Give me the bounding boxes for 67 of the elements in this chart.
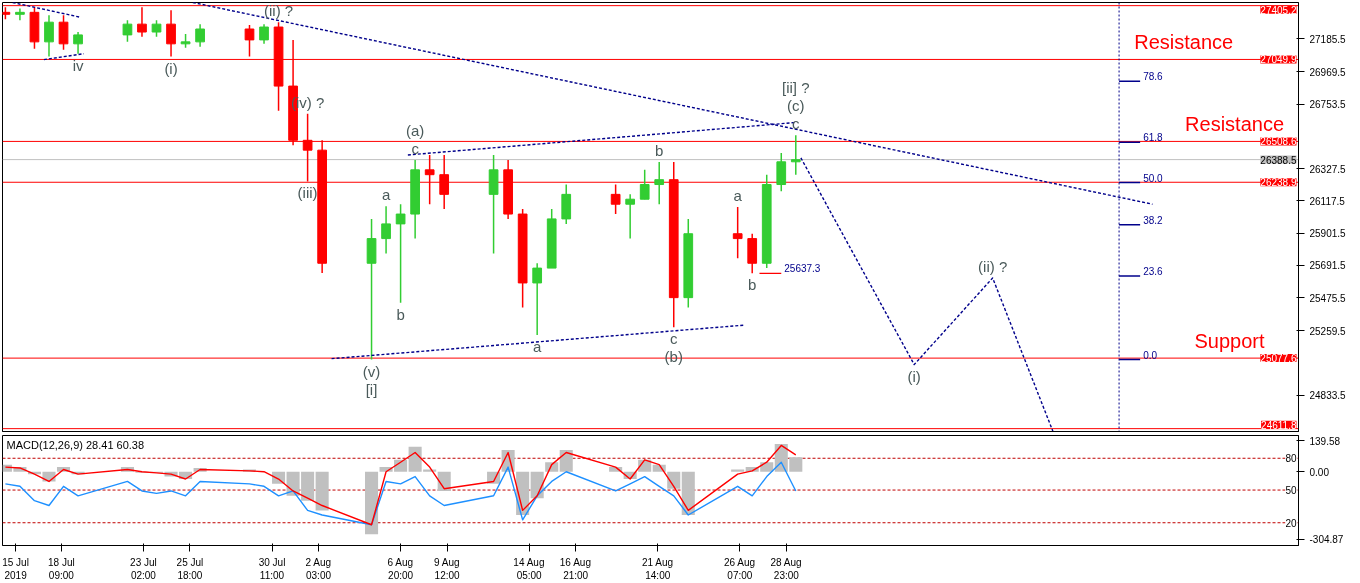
annotation: Support [1194, 330, 1265, 353]
annotation: [i] [365, 380, 378, 398]
x-tick-label: 16 Aug 21:00 [559, 556, 591, 581]
annotation: c [792, 115, 801, 133]
annotation: 20 [1285, 517, 1297, 529]
annotation: (c) [787, 97, 805, 115]
annotation: (i) [907, 367, 921, 385]
x-tick-label: 23 Jul 02:00 [130, 556, 157, 581]
annotation: 61.8 [1143, 132, 1164, 144]
annotation: (a) [405, 121, 425, 139]
ref-line-label: 26388.5 [1260, 154, 1297, 166]
annotation: 80 [1285, 453, 1297, 465]
annotation: a [733, 187, 743, 205]
annotation: (iii) [297, 184, 318, 202]
y-tick-label: 27185.5 [1309, 33, 1347, 45]
annotation: b [655, 141, 664, 159]
y-tick-label: -304.87 [1309, 534, 1344, 546]
annotation: (v) [362, 362, 381, 380]
annotation: Resistance [1185, 113, 1285, 136]
x-tick-label: 25 Jul 18:00 [176, 556, 204, 581]
annotation: 50.0 [1143, 172, 1164, 184]
annotation: iv [72, 56, 84, 74]
x-tick-label: 28 Aug 23:00 [770, 556, 802, 581]
y-tick-label: 25691.5 [1309, 260, 1347, 272]
ref-line-label: 26238.9 [1260, 177, 1297, 189]
annotation: 0.0 [1143, 349, 1158, 361]
x-tick-label: 26 Aug 07:00 [724, 556, 756, 581]
y-tick-label: 26753.5 [1309, 99, 1347, 111]
annotation: (ii) ? [263, 2, 294, 20]
annotation: b [748, 276, 757, 294]
x-tick-label: 15 Jul 2019 [2, 556, 29, 581]
x-tick-label: 21 Aug 14:00 [641, 556, 674, 581]
annotation: 25637.3 [784, 263, 821, 275]
annotation: 38.2 [1143, 214, 1164, 226]
x-tick-label: 14 Aug 05:00 [513, 556, 545, 581]
ref-line-label: 26508.6 [1260, 136, 1297, 148]
ref-line-label: 24611.8 [1261, 419, 1297, 431]
y-tick-label: 26969.5 [1309, 66, 1347, 78]
y-tick-label: 26117.5 [1309, 195, 1346, 207]
y-tick-label: 25901.5 [1309, 228, 1347, 240]
annotation: 78.6 [1143, 71, 1164, 83]
annotation: c [670, 330, 678, 348]
annotation: a [533, 338, 542, 356]
annotation: [ii] ? [782, 79, 810, 97]
y-tick-label: 25259.5 [1309, 325, 1347, 337]
annotation: a [381, 186, 391, 204]
annotation: 50 [1285, 485, 1297, 497]
ref-line-label: 27405.2 [1260, 4, 1297, 16]
x-tick-label: 6 Aug 20:00 [387, 556, 414, 581]
annotation: c [411, 139, 420, 157]
annotation: (i) [164, 59, 178, 77]
y-tick-label: 139.58 [1309, 435, 1341, 447]
ref-line-label: 27049.9 [1260, 54, 1297, 66]
y-tick-label: 24833.5 [1309, 390, 1347, 402]
annotation: b [396, 305, 405, 323]
y-tick-label: 26327.5 [1309, 163, 1347, 175]
x-tick-label: 18 Jul 09:00 [48, 556, 75, 581]
annotation: (ii) ? [978, 257, 1008, 275]
x-tick-label: 2 Aug 03:00 [305, 556, 332, 581]
y-tick-label: 0.00 [1309, 466, 1330, 478]
x-tick-label: 9 Aug 12:00 [434, 556, 461, 581]
annotation: Resistance [1134, 31, 1234, 54]
chart-title: MACD(12,26,9) 28.41 60.38 [6, 438, 145, 451]
x-tick-label: 30 Jul 11:00 [258, 556, 286, 581]
annotation: 23.6 [1143, 265, 1164, 277]
y-tick-label: 25475.5 [1309, 292, 1347, 304]
ref-line-label: 25077.6 [1260, 353, 1297, 365]
